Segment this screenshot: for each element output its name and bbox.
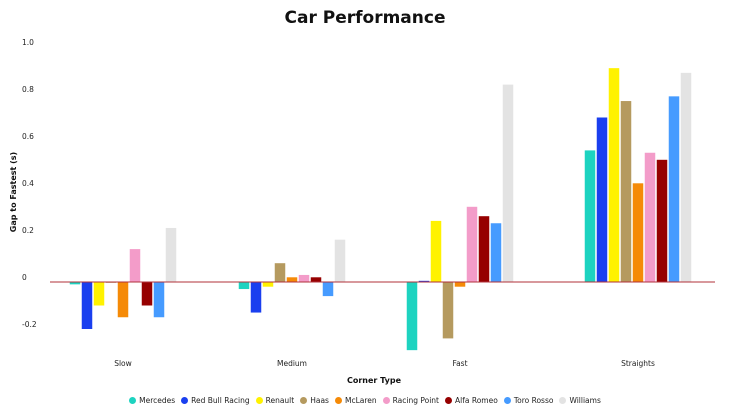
legend-swatch xyxy=(129,397,137,404)
bar xyxy=(632,183,644,282)
bar xyxy=(298,274,310,282)
y-tick-label: 0.4 xyxy=(22,179,34,188)
bar xyxy=(406,282,418,351)
bar xyxy=(454,282,466,287)
bar xyxy=(644,152,656,282)
legend-label: Alfa Romeo xyxy=(455,396,498,405)
bar xyxy=(250,282,262,313)
bar xyxy=(165,227,177,282)
y-tick-label: 0 xyxy=(22,273,27,282)
legend-item: Alfa Romeo xyxy=(445,396,498,405)
y-axis-title: Gap to Fastest (s) xyxy=(9,152,18,232)
y-tick-label: 0.8 xyxy=(22,85,34,94)
bar xyxy=(584,150,596,282)
legend-label: Haas xyxy=(310,396,329,405)
legend-label: Racing Point xyxy=(392,396,439,405)
legend-label: Mercedes xyxy=(139,396,176,405)
bar xyxy=(466,206,478,282)
x-axis-categories: Slow Medium Fast Straights xyxy=(114,359,655,368)
y-tick-label: 0.2 xyxy=(22,226,34,235)
bar xyxy=(680,72,692,282)
legend-label: McLaren xyxy=(344,396,377,405)
bar xyxy=(322,282,334,297)
x-tick-label: Straights xyxy=(621,359,655,368)
x-axis-title: Corner Type xyxy=(347,376,402,385)
legend-swatch xyxy=(181,397,189,404)
legend: Mercedes Red Bull Racing Renault Haas McLare… xyxy=(0,396,730,405)
legend-item: Williams xyxy=(559,396,601,405)
bar xyxy=(129,249,141,282)
legend-swatch xyxy=(382,397,390,404)
legend-swatch xyxy=(503,397,511,404)
x-tick-label: Medium xyxy=(277,359,307,368)
y-tick-label: 0.6 xyxy=(22,132,34,141)
legend-item: Toro Rosso xyxy=(503,396,554,405)
legend-item: Renault xyxy=(255,396,295,405)
bar xyxy=(81,282,93,329)
legend-item: Red Bull Racing xyxy=(181,396,250,405)
chart-title: Car Performance xyxy=(284,8,446,28)
bar xyxy=(334,239,346,282)
bar xyxy=(668,96,680,282)
y-axis-ticks: -0.2 0 0.2 0.4 0.6 0.8 1.0 xyxy=(22,38,37,329)
legend-swatch xyxy=(559,397,567,404)
bar xyxy=(620,101,632,282)
legend-label: Williams xyxy=(569,396,601,405)
x-tick-label: Slow xyxy=(114,359,132,368)
bar xyxy=(608,68,620,283)
legend-swatch xyxy=(300,397,308,404)
legend-label: Renault xyxy=(265,396,295,405)
legend-swatch xyxy=(334,397,342,404)
y-tick-label: -0.2 xyxy=(22,320,37,329)
bar xyxy=(141,282,153,306)
legend-label: Toro Rosso xyxy=(513,396,554,405)
bar xyxy=(596,117,608,282)
bar xyxy=(69,282,81,285)
bar xyxy=(153,282,165,318)
bar xyxy=(418,280,430,282)
x-tick-label: Fast xyxy=(452,359,467,368)
bars-group xyxy=(69,68,692,351)
bar xyxy=(238,282,250,290)
bar xyxy=(286,277,298,282)
legend-item: McLaren xyxy=(334,396,377,405)
bar xyxy=(490,223,502,282)
legend-label: Red Bull Racing xyxy=(191,396,250,405)
bar xyxy=(117,282,129,318)
bar xyxy=(502,84,514,282)
bar xyxy=(310,277,322,282)
legend-item: Racing Point xyxy=(382,396,439,405)
legend-swatch xyxy=(255,397,263,404)
legend-item: Mercedes xyxy=(129,396,175,405)
bar xyxy=(430,220,442,282)
bar xyxy=(478,216,490,282)
bar xyxy=(93,282,105,306)
y-tick-label: 1.0 xyxy=(22,38,34,47)
bar xyxy=(442,282,454,339)
legend-item: Haas xyxy=(300,396,329,405)
bar xyxy=(656,159,668,282)
bar xyxy=(274,263,286,282)
legend-swatch xyxy=(445,397,452,404)
bar xyxy=(262,282,274,287)
